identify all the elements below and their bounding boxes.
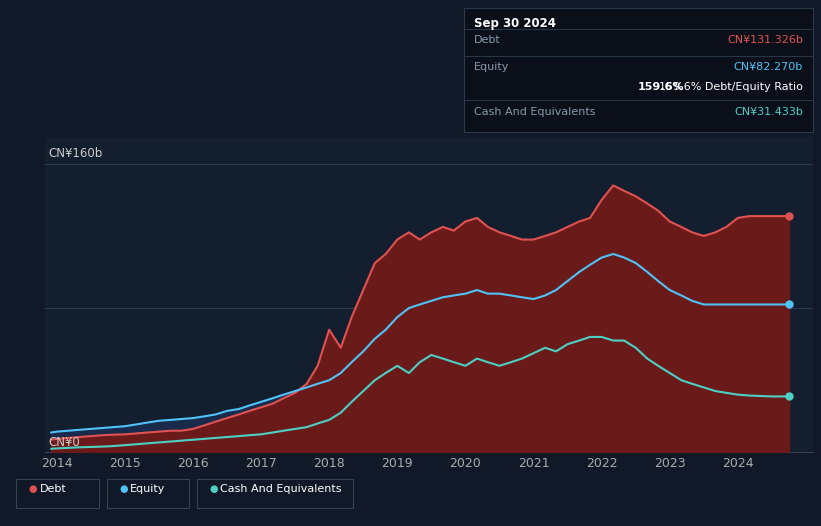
Text: 159.6% Debt/Equity Ratio: 159.6% Debt/Equity Ratio [659,82,803,92]
Text: Cash And Equivalents: Cash And Equivalents [474,107,595,117]
Text: 159.6%: 159.6% [637,82,684,92]
Text: Equity: Equity [130,484,165,494]
Text: CN¥131.326b: CN¥131.326b [727,35,803,45]
Text: CN¥31.433b: CN¥31.433b [734,107,803,117]
Text: CN¥82.270b: CN¥82.270b [734,63,803,73]
Text: Equity: Equity [474,63,509,73]
Text: ●: ● [209,484,218,494]
Text: ●: ● [119,484,127,494]
Text: Debt: Debt [474,35,501,45]
Text: Cash And Equivalents: Cash And Equivalents [220,484,342,494]
Text: ●: ● [29,484,37,494]
Text: CN¥0: CN¥0 [48,436,80,449]
Text: Debt: Debt [39,484,67,494]
Text: Sep 30 2024: Sep 30 2024 [474,17,556,31]
Text: CN¥160b: CN¥160b [48,147,103,160]
